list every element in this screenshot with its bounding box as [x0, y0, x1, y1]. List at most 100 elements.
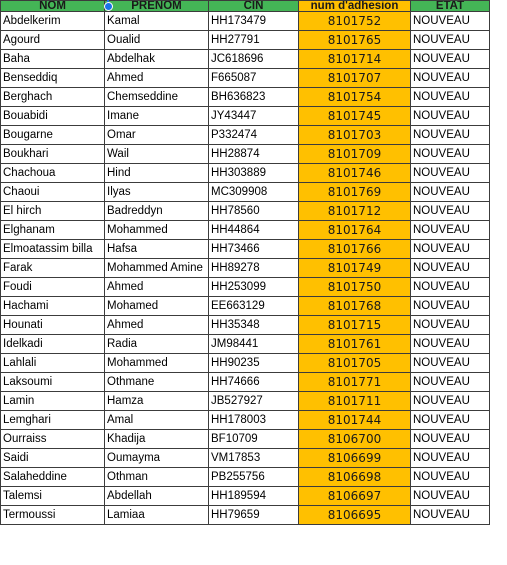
num-adhesion-cell[interactable]: 8101746 — [298, 163, 411, 183]
prenom-cell[interactable]: Lamiaa — [104, 505, 209, 525]
nom-cell[interactable]: Lahlali — [0, 353, 105, 373]
etat-cell[interactable]: NOUVEAU — [410, 125, 490, 145]
num-adhesion-cell[interactable]: 8101744 — [298, 410, 411, 430]
cin-cell[interactable]: HH253099 — [208, 277, 299, 297]
cin-cell[interactable]: HH173479 — [208, 11, 299, 31]
etat-cell[interactable]: NOUVEAU — [410, 144, 490, 164]
num-adhesion-cell[interactable]: 8106699 — [298, 448, 411, 468]
nom-cell[interactable]: Abdelkerim — [0, 11, 105, 31]
nom-cell[interactable]: Benseddiq — [0, 68, 105, 88]
num-adhesion-cell[interactable]: 8101705 — [298, 353, 411, 373]
nom-cell[interactable]: Termoussi — [0, 505, 105, 525]
cin-cell[interactable]: EE663129 — [208, 296, 299, 316]
prenom-cell[interactable]: Ahmed — [104, 277, 209, 297]
cin-cell[interactable]: HH303889 — [208, 163, 299, 183]
prenom-cell[interactable]: Hind — [104, 163, 209, 183]
cin-cell[interactable]: VM17853 — [208, 448, 299, 468]
cin-cell[interactable]: HH73466 — [208, 239, 299, 259]
etat-cell[interactable]: NOUVEAU — [410, 448, 490, 468]
prenom-cell[interactable]: Othman — [104, 467, 209, 487]
nom-cell[interactable]: Farak — [0, 258, 105, 278]
nom-cell[interactable]: Hachami — [0, 296, 105, 316]
nom-cell[interactable]: Berghach — [0, 87, 105, 107]
etat-cell[interactable]: NOUVEAU — [410, 201, 490, 221]
prenom-cell[interactable]: Othmane — [104, 372, 209, 392]
etat-cell[interactable]: NOUVEAU — [410, 163, 490, 183]
num-adhesion-cell[interactable]: 8101711 — [298, 391, 411, 411]
prenom-cell[interactable]: Khadija — [104, 429, 209, 449]
etat-cell[interactable]: NOUVEAU — [410, 391, 490, 411]
prenom-cell[interactable]: Badreddyn — [104, 201, 209, 221]
prenom-cell[interactable]: Amal — [104, 410, 209, 430]
prenom-cell[interactable]: Oualid — [104, 30, 209, 50]
etat-cell[interactable]: NOUVEAU — [410, 486, 490, 506]
etat-cell[interactable]: NOUVEAU — [410, 106, 490, 126]
etat-cell[interactable]: NOUVEAU — [410, 429, 490, 449]
nom-cell[interactable]: Lamin — [0, 391, 105, 411]
header-num-adhesion[interactable]: num d'adhesion — [298, 0, 411, 12]
prenom-cell[interactable]: Mohammed — [104, 220, 209, 240]
num-adhesion-cell[interactable]: 8101769 — [298, 182, 411, 202]
header-cin[interactable]: CIN — [208, 0, 299, 12]
cin-cell[interactable]: HH27791 — [208, 30, 299, 50]
header-etat[interactable]: ETAT — [410, 0, 490, 12]
prenom-cell[interactable]: Hamza — [104, 391, 209, 411]
nom-cell[interactable]: Agourd — [0, 30, 105, 50]
etat-cell[interactable]: NOUVEAU — [410, 296, 490, 316]
prenom-cell[interactable]: Omar — [104, 125, 209, 145]
nom-cell[interactable]: Idelkadi — [0, 334, 105, 354]
num-adhesion-cell[interactable]: 8101768 — [298, 296, 411, 316]
cin-cell[interactable]: HH35348 — [208, 315, 299, 335]
prenom-cell[interactable]: Wail — [104, 144, 209, 164]
cin-cell[interactable]: HH178003 — [208, 410, 299, 430]
cin-cell[interactable]: JC618696 — [208, 49, 299, 69]
num-adhesion-cell[interactable]: 8101754 — [298, 87, 411, 107]
etat-cell[interactable]: NOUVEAU — [410, 87, 490, 107]
num-adhesion-cell[interactable]: 8101766 — [298, 239, 411, 259]
num-adhesion-cell[interactable]: 8101715 — [298, 315, 411, 335]
nom-cell[interactable]: Bougarne — [0, 125, 105, 145]
cin-cell[interactable]: PB255756 — [208, 467, 299, 487]
nom-cell[interactable]: Hounati — [0, 315, 105, 335]
prenom-cell[interactable]: Mohammed Amine — [104, 258, 209, 278]
nom-cell[interactable]: Salaheddine — [0, 467, 105, 487]
etat-cell[interactable]: NOUVEAU — [410, 410, 490, 430]
cin-cell[interactable]: P332474 — [208, 125, 299, 145]
num-adhesion-cell[interactable]: 8101749 — [298, 258, 411, 278]
header-nom[interactable]: NOM — [0, 0, 105, 12]
etat-cell[interactable]: NOUVEAU — [410, 68, 490, 88]
cin-cell[interactable]: BF10709 — [208, 429, 299, 449]
num-adhesion-cell[interactable]: 8106695 — [298, 505, 411, 525]
etat-cell[interactable]: NOUVEAU — [410, 30, 490, 50]
prenom-cell[interactable]: Abdelhak — [104, 49, 209, 69]
num-adhesion-cell[interactable]: 8101707 — [298, 68, 411, 88]
nom-cell[interactable]: Elmoatassim billa — [0, 239, 105, 259]
cin-cell[interactable]: JY43447 — [208, 106, 299, 126]
etat-cell[interactable]: NOUVEAU — [410, 334, 490, 354]
etat-cell[interactable]: NOUVEAU — [410, 239, 490, 259]
num-adhesion-cell[interactable]: 8101765 — [298, 30, 411, 50]
etat-cell[interactable]: NOUVEAU — [410, 220, 490, 240]
etat-cell[interactable]: NOUVEAU — [410, 353, 490, 373]
nom-cell[interactable]: Ourraiss — [0, 429, 105, 449]
header-prenom[interactable]: PRENOM — [104, 0, 209, 12]
num-adhesion-cell[interactable]: 8106698 — [298, 467, 411, 487]
nom-cell[interactable]: Boukhari — [0, 144, 105, 164]
nom-cell[interactable]: Laksoumi — [0, 372, 105, 392]
cin-cell[interactable]: JB527927 — [208, 391, 299, 411]
prenom-cell[interactable]: Ilyas — [104, 182, 209, 202]
prenom-cell[interactable]: Chemseddine — [104, 87, 209, 107]
cin-cell[interactable]: HH79659 — [208, 505, 299, 525]
cin-cell[interactable]: HH89278 — [208, 258, 299, 278]
prenom-cell[interactable]: Ahmed — [104, 68, 209, 88]
cin-cell[interactable]: HH74666 — [208, 372, 299, 392]
nom-cell[interactable]: Chachoua — [0, 163, 105, 183]
num-adhesion-cell[interactable]: 8101752 — [298, 11, 411, 31]
cin-cell[interactable]: MC309908 — [208, 182, 299, 202]
num-adhesion-cell[interactable]: 8101703 — [298, 125, 411, 145]
etat-cell[interactable]: NOUVEAU — [410, 315, 490, 335]
etat-cell[interactable]: NOUVEAU — [410, 258, 490, 278]
num-adhesion-cell[interactable]: 8101761 — [298, 334, 411, 354]
cin-cell[interactable]: HH44864 — [208, 220, 299, 240]
num-adhesion-cell[interactable]: 8101745 — [298, 106, 411, 126]
